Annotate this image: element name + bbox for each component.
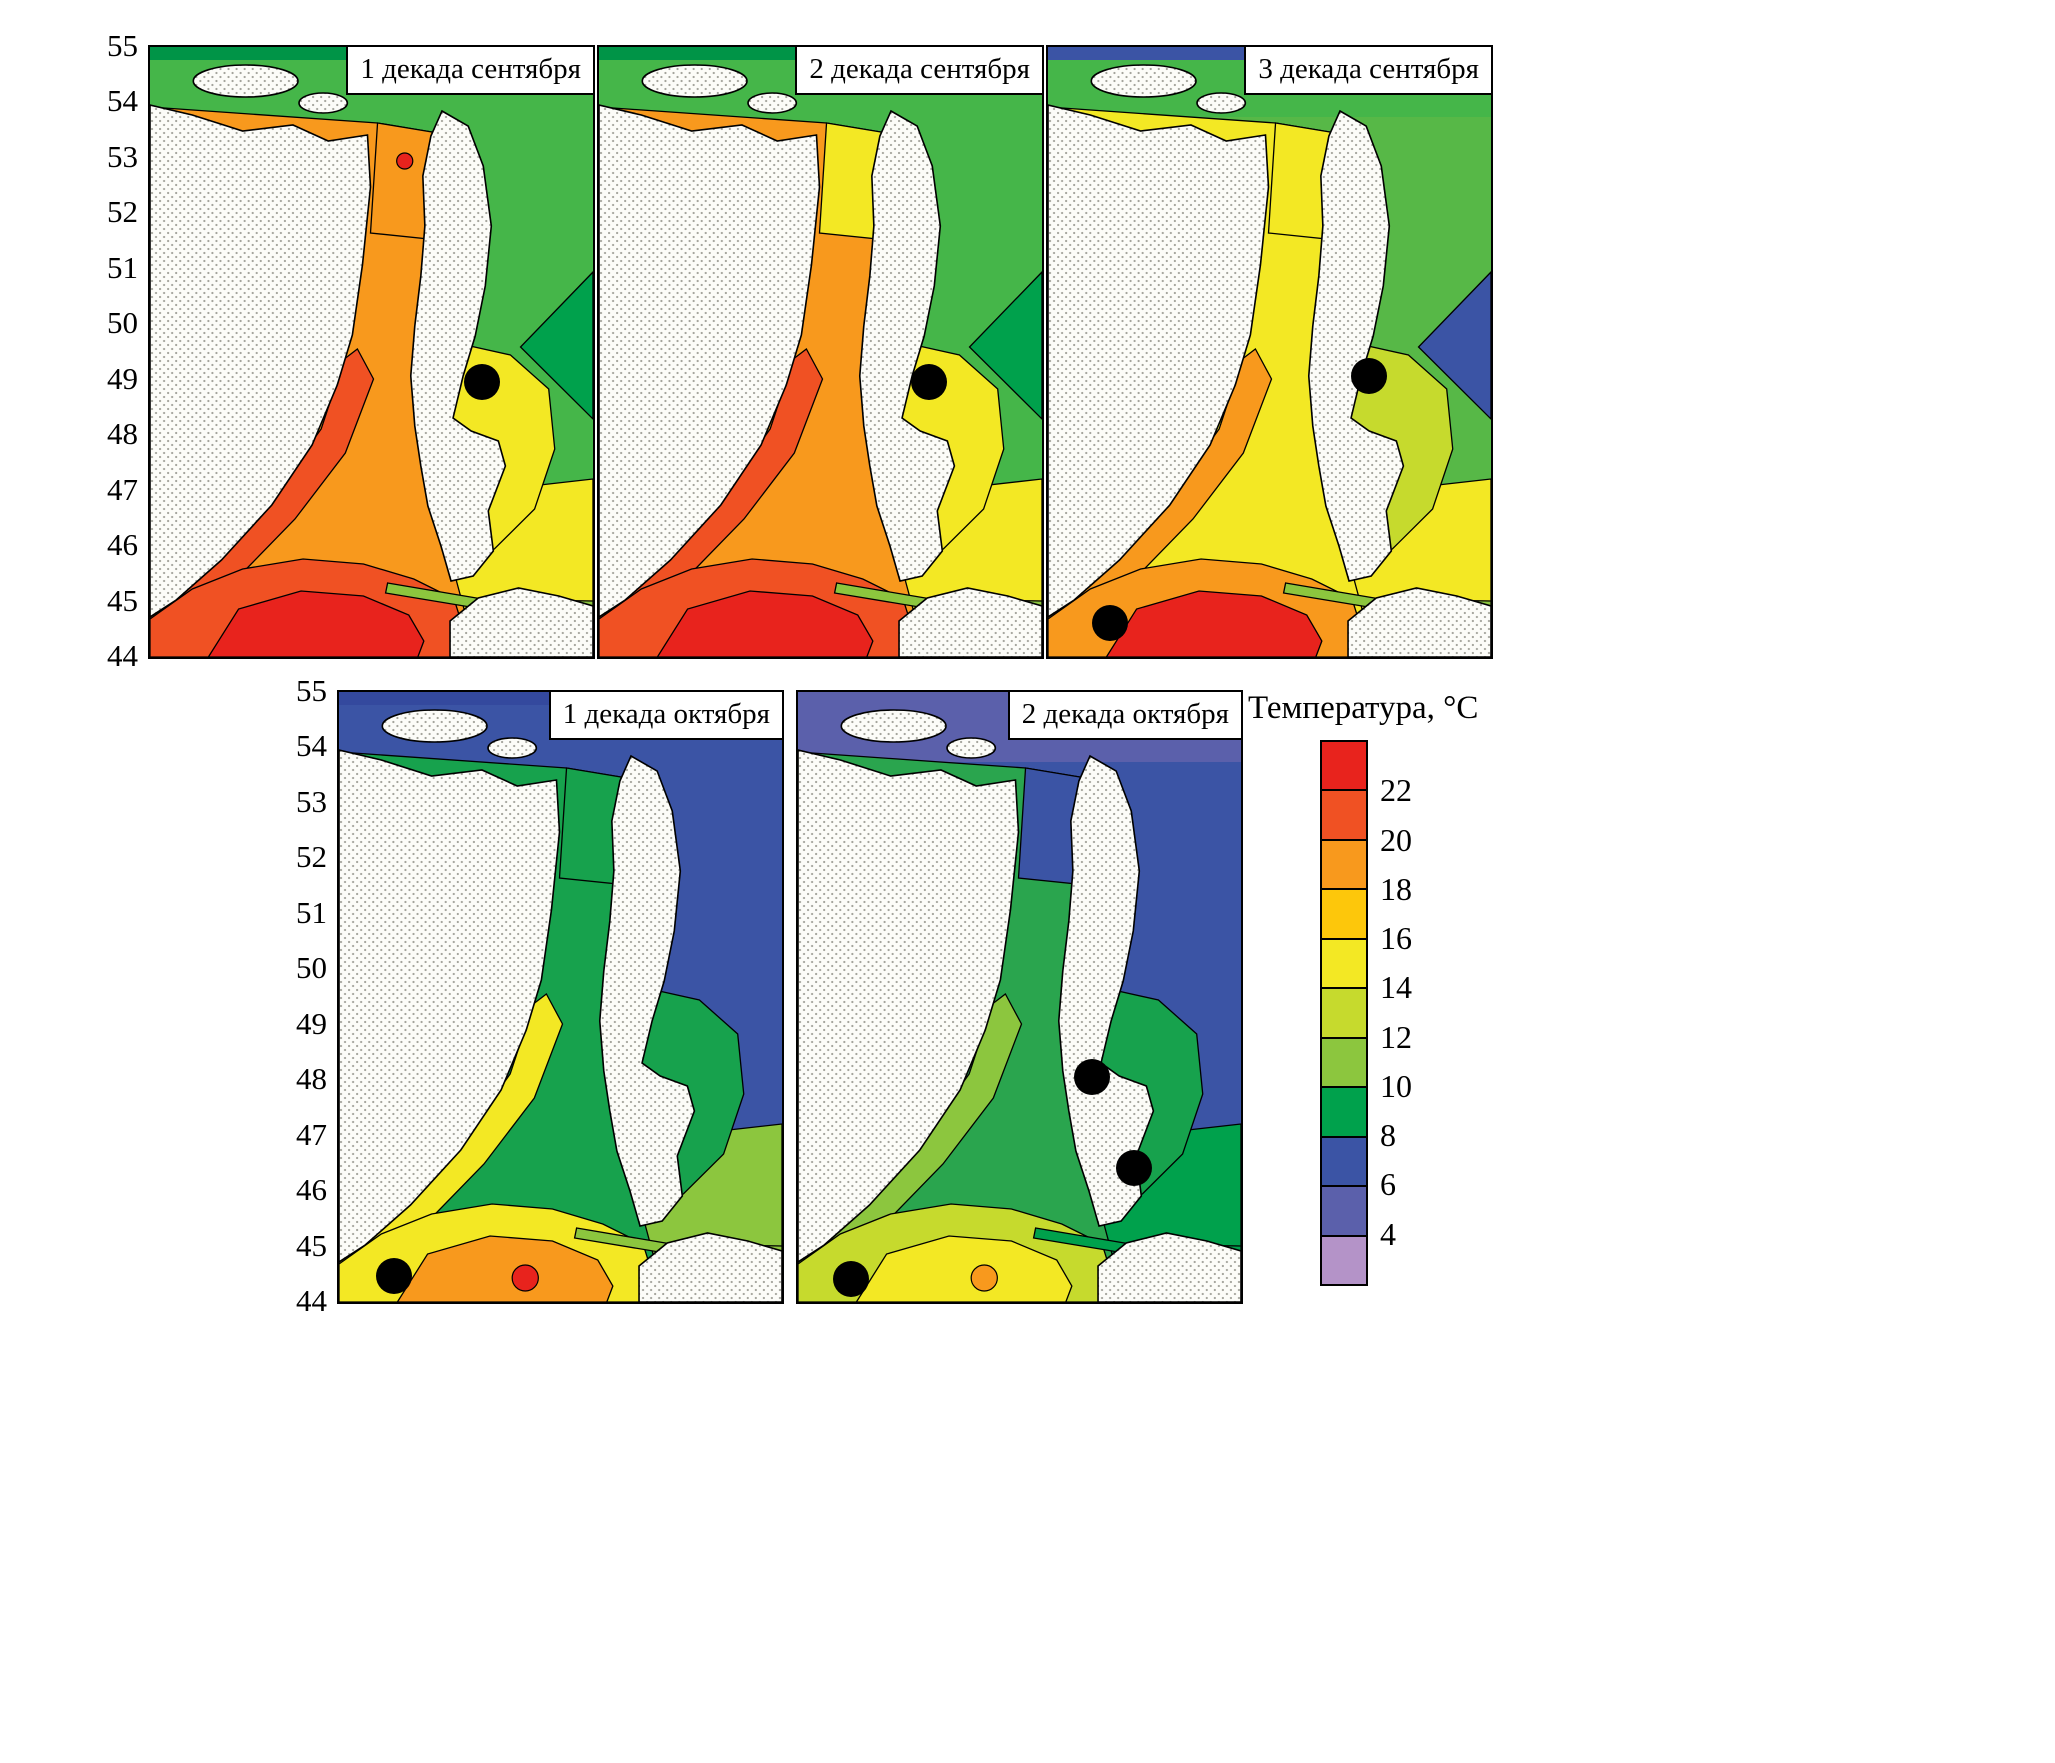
legend-value-label: 16 [1380, 920, 1412, 957]
legend-colorbar [1320, 740, 1368, 1286]
legend-value-label: 6 [1380, 1166, 1396, 1203]
latitude-tick-label: 45 [107, 582, 138, 618]
legend-title: Температура, °С [1248, 690, 1479, 726]
panel-september-decade-2: 2 декада сентября [597, 45, 1044, 659]
latitude-tick-label: 51 [107, 249, 138, 285]
station-dot [1074, 1058, 1111, 1095]
latitude-tick-label: 46 [296, 1172, 327, 1208]
latitude-tick-label: 49 [296, 1005, 327, 1041]
legend-value-label: 12 [1380, 1018, 1412, 1055]
legend-color-segment [1322, 840, 1366, 891]
legend-value-label: 8 [1380, 1117, 1396, 1154]
station-dot [1116, 1150, 1153, 1187]
legend-color-segment [1322, 939, 1366, 990]
panel-title: 1 декада октября [548, 692, 782, 740]
panel-october-decade-2: 2 декада октября [796, 690, 1243, 1304]
legend-value-label: 4 [1380, 1215, 1396, 1252]
map-september-decade-3 [1048, 47, 1491, 657]
station-dot [464, 363, 501, 400]
latitude-tick-label: 54 [296, 728, 327, 764]
panel-title: 2 декада октября [1007, 692, 1241, 740]
latitude-tick-label: 44 [107, 637, 138, 673]
station-dot [1091, 604, 1128, 641]
legend-color-segment [1322, 1088, 1366, 1138]
y-axis-bottom-row: 55 54 53 52 51 50 49 48 47 46 45 44 [269, 673, 327, 1318]
latitude-tick-label: 48 [296, 1061, 327, 1097]
latitude-tick-label: 55 [107, 28, 138, 63]
legend-color-segment [1322, 1236, 1366, 1284]
panel-october-decade-1: 1 декада октября [337, 690, 784, 1304]
latitude-tick-label: 47 [107, 471, 138, 507]
panel-title: 1 декада сентября [346, 47, 593, 95]
panel-title: 2 декада сентября [795, 47, 1042, 95]
legend-value-label: 14 [1380, 969, 1412, 1006]
latitude-tick-label: 46 [107, 527, 138, 563]
latitude-tick-label: 52 [107, 194, 138, 230]
map-october-decade-1 [339, 692, 782, 1302]
latitude-tick-label: 54 [107, 83, 138, 119]
legend-value-label: 10 [1380, 1067, 1412, 1104]
station-dot [376, 1258, 413, 1295]
legend-color-segment [1322, 1187, 1366, 1237]
latitude-tick-label: 55 [296, 673, 327, 708]
station-dot [1350, 358, 1387, 395]
station-dot [910, 363, 947, 400]
map-september-decade-1 [150, 47, 593, 657]
latitude-tick-label: 49 [107, 360, 138, 396]
latitude-tick-label: 52 [296, 839, 327, 875]
legend-tick-labels: 22 20 18 16 14 12 10 8 6 4 [1380, 740, 1470, 1286]
station-dot [832, 1261, 869, 1298]
latitude-tick-label: 48 [107, 416, 138, 452]
panel-september-decade-1: 1 декада сентября [148, 45, 595, 659]
legend-value-label: 22 [1380, 772, 1412, 809]
y-axis-top-row: 55 54 53 52 51 50 49 48 47 46 45 44 [80, 28, 138, 673]
map-september-decade-2 [599, 47, 1042, 657]
latitude-tick-label: 45 [296, 1227, 327, 1263]
latitude-tick-label: 50 [296, 950, 327, 986]
latitude-tick-label: 44 [296, 1282, 327, 1318]
panel-september-decade-3: 3 декада сентября [1046, 45, 1493, 659]
latitude-tick-label: 50 [107, 305, 138, 341]
legend-value-label: 20 [1380, 821, 1412, 858]
legend-color-segment [1322, 791, 1366, 841]
latitude-tick-label: 47 [296, 1116, 327, 1152]
legend-color-segment [1322, 1137, 1366, 1188]
legend-color-segment [1322, 742, 1366, 792]
latitude-tick-label: 53 [107, 138, 138, 174]
latitude-tick-label: 51 [296, 894, 327, 930]
legend-value-label: 18 [1380, 870, 1412, 907]
legend-color-segment [1322, 890, 1366, 940]
legend-color-segment [1322, 1038, 1366, 1089]
map-october-decade-2 [798, 692, 1241, 1302]
latitude-tick-label: 53 [296, 783, 327, 819]
legend-color-segment [1322, 989, 1366, 1039]
panel-title: 3 декада сентября [1244, 47, 1491, 95]
